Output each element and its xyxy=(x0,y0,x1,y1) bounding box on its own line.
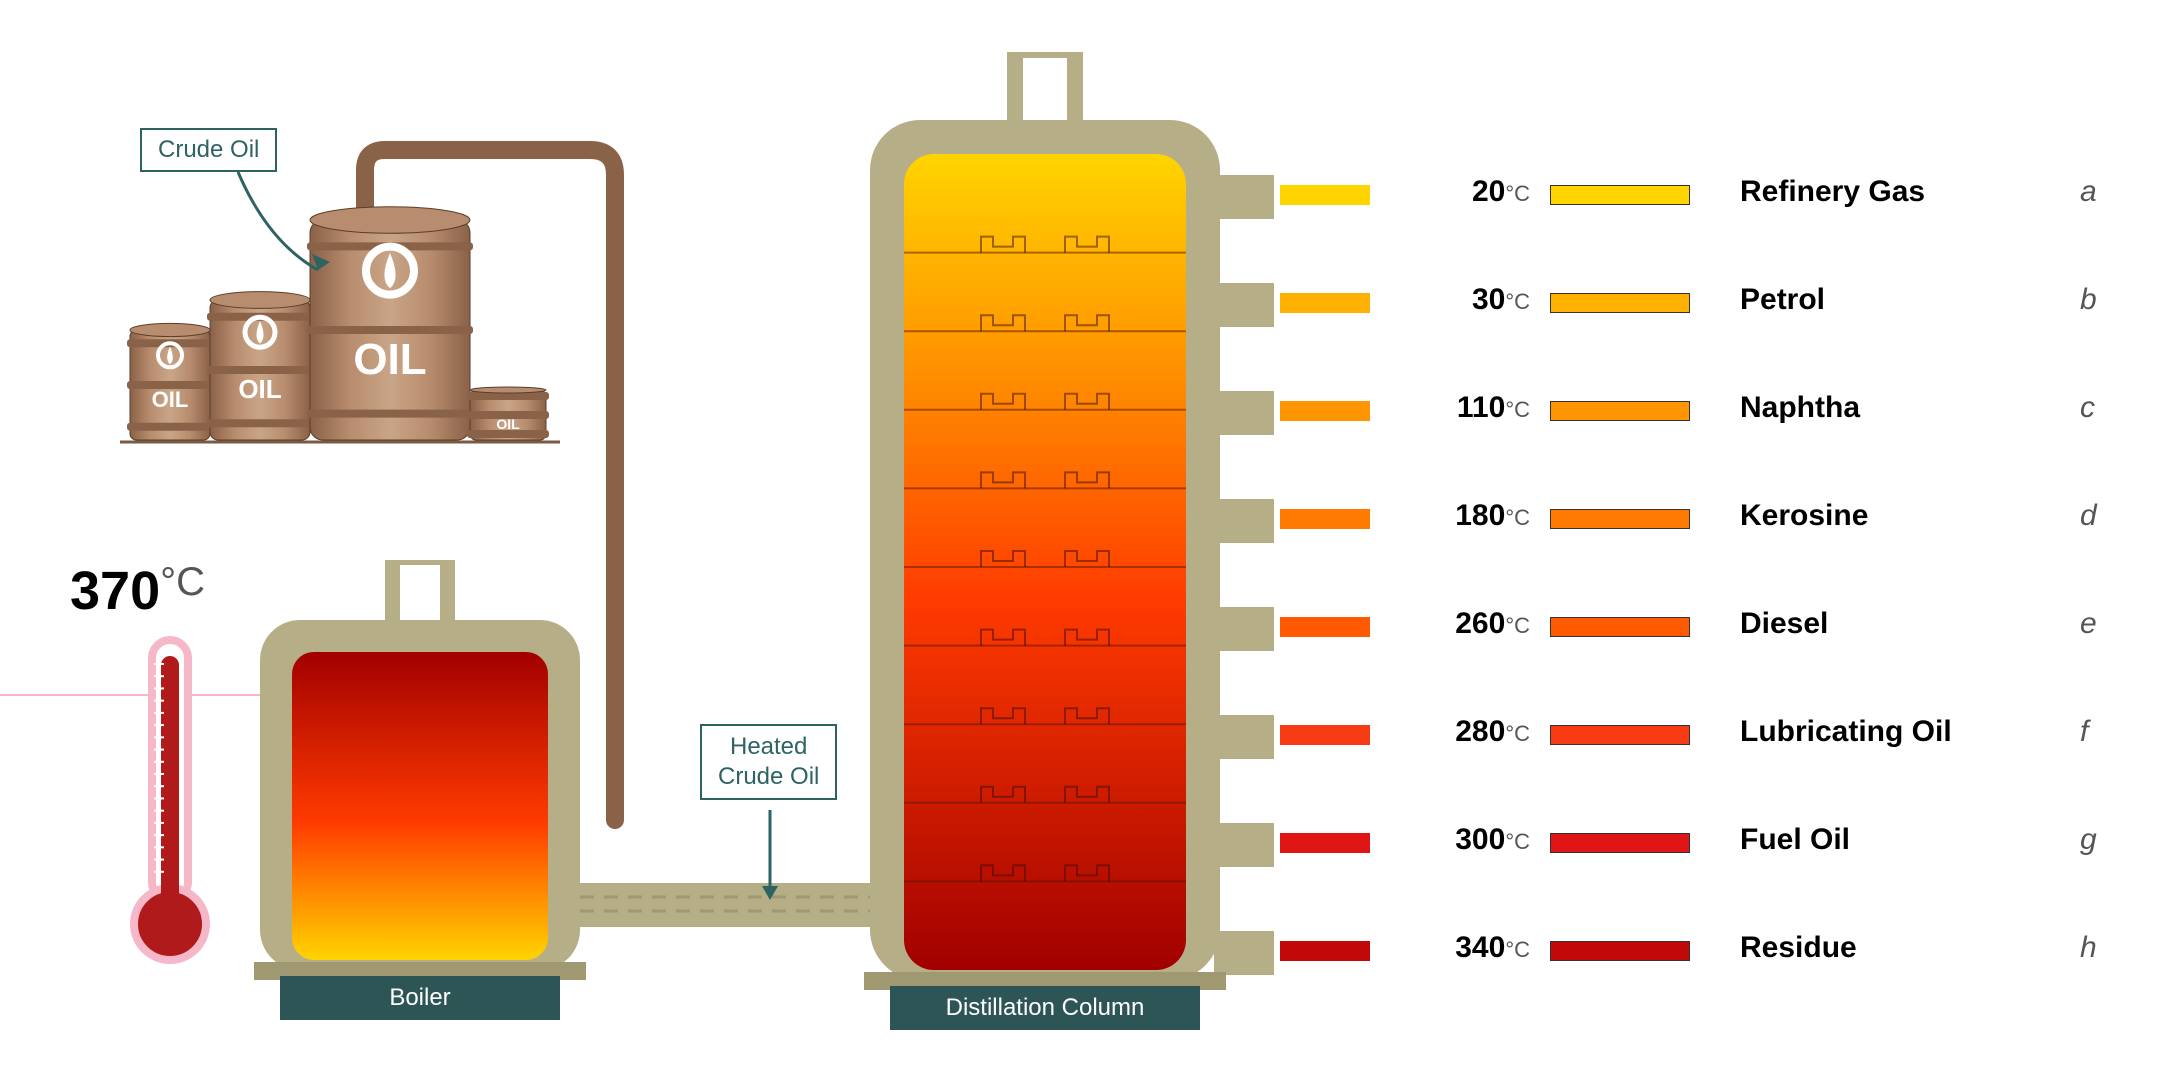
outlet-color-bar xyxy=(1280,941,1370,961)
column-outlet xyxy=(1214,499,1274,543)
column-caption: Distillation Column xyxy=(890,986,1200,1030)
fraction-name: Refinery Gas xyxy=(1740,175,1925,209)
fraction-temperature: 300°C xyxy=(1390,823,1530,857)
fraction-letter: d xyxy=(2080,499,2097,533)
svg-text:OIL: OIL xyxy=(238,374,281,404)
fraction-letter: f xyxy=(2080,715,2088,749)
fraction-temperature: 260°C xyxy=(1390,607,1530,641)
fraction-name: Residue xyxy=(1740,931,1857,965)
fraction-letter: a xyxy=(2080,175,2097,209)
fraction-swatch xyxy=(1550,185,1690,205)
oil-barrel: OIL xyxy=(467,387,549,440)
fraction-temperature: 280°C xyxy=(1390,715,1530,749)
fraction-swatch xyxy=(1550,509,1690,529)
outlet-color-bar xyxy=(1280,401,1370,421)
outlet-color-bar xyxy=(1280,833,1370,853)
fraction-name: Petrol xyxy=(1740,283,1825,317)
column-outlet xyxy=(1214,607,1274,651)
oil-barrel: OIL xyxy=(307,207,473,440)
fraction-swatch xyxy=(1550,401,1690,421)
fraction-letter: e xyxy=(2080,607,2097,641)
fraction-name: Kerosine xyxy=(1740,499,1868,533)
column-outlet xyxy=(1214,175,1274,219)
oil-barrel: OIL xyxy=(127,323,213,440)
boiler-caption: Boiler xyxy=(280,976,560,1020)
svg-text:OIL: OIL xyxy=(152,387,189,412)
oil-barrel: OIL xyxy=(207,292,313,440)
heated-oil-pipe xyxy=(570,883,880,927)
outlet-color-bar xyxy=(1280,185,1370,205)
fraction-name: Fuel Oil xyxy=(1740,823,1850,857)
arrow-icon xyxy=(238,172,318,270)
fraction-letter: b xyxy=(2080,283,2097,317)
outlet-color-bar xyxy=(1280,725,1370,745)
column-outlet xyxy=(1214,715,1274,759)
fraction-letter: g xyxy=(2080,823,2097,857)
column-outlet xyxy=(1214,931,1274,975)
outlet-color-bar xyxy=(1280,509,1370,529)
column-outlet xyxy=(1214,391,1274,435)
fraction-swatch xyxy=(1550,833,1690,853)
fraction-swatch xyxy=(1550,617,1690,637)
fraction-letter: c xyxy=(2080,391,2095,425)
fraction-temperature: 20°C xyxy=(1390,175,1530,209)
fraction-temperature: 30°C xyxy=(1390,283,1530,317)
column-outlet xyxy=(1214,283,1274,327)
fraction-swatch xyxy=(1550,941,1690,961)
fraction-name: Diesel xyxy=(1740,607,1828,641)
fraction-swatch xyxy=(1550,293,1690,313)
svg-text:OIL: OIL xyxy=(353,335,426,384)
fraction-temperature: 340°C xyxy=(1390,931,1530,965)
fraction-temperature: 180°C xyxy=(1390,499,1530,533)
fraction-name: Lubricating Oil xyxy=(1740,715,1952,749)
heated-crude-oil-label: HeatedCrude Oil xyxy=(700,724,837,800)
outlet-color-bar xyxy=(1280,293,1370,313)
fraction-temperature: 110°C xyxy=(1390,391,1530,425)
svg-text:OIL: OIL xyxy=(496,416,520,432)
crude-oil-label: Crude Oil xyxy=(140,128,277,172)
column-outlet xyxy=(1214,823,1274,867)
fraction-swatch xyxy=(1550,725,1690,745)
boiler-temperature: 370°C xyxy=(70,560,205,622)
fraction-letter: h xyxy=(2080,931,2097,965)
outlet-color-bar xyxy=(1280,617,1370,637)
fraction-name: Naphtha xyxy=(1740,391,1860,425)
